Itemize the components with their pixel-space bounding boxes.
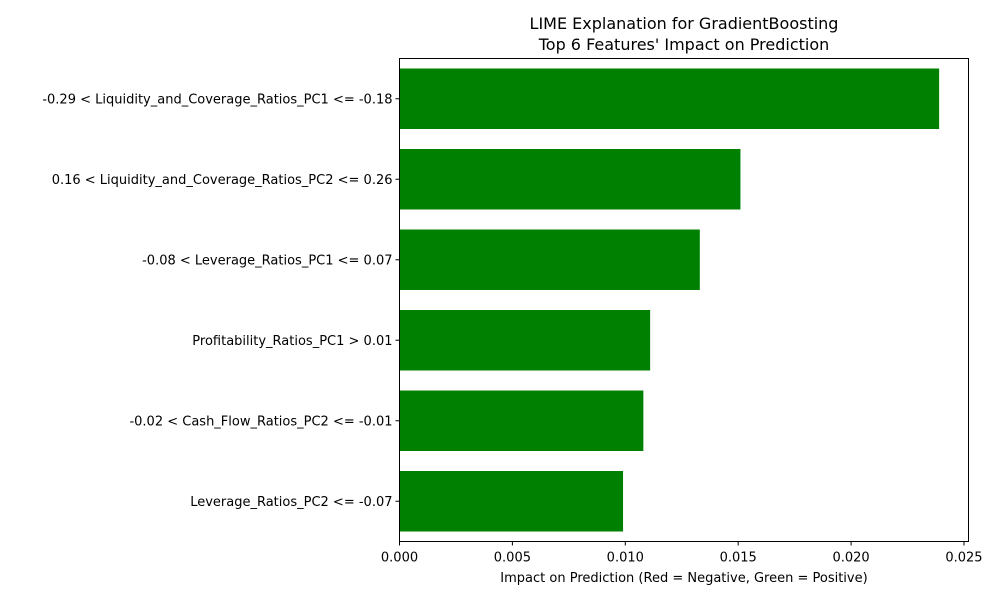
bar (399, 390, 644, 451)
x-tick-label: 0.010 (607, 551, 644, 566)
x-tick-label: 0.015 (720, 551, 757, 566)
x-tick-label: 0.000 (381, 551, 418, 566)
bar (399, 68, 940, 129)
x-tick-label: 0.005 (494, 551, 531, 566)
x-tick-label: 0.025 (945, 551, 982, 566)
y-tick-label: -0.02 < Cash_Flow_Ratios_PC2 <= -0.01 (129, 414, 392, 429)
x-tick-label: 0.020 (832, 551, 869, 566)
plot-frame (399, 58, 969, 542)
x-axis-ticks: 0.000 0.005 0.010 0.015 0.020 0.025 (381, 541, 983, 566)
bars-group (399, 68, 940, 532)
y-tick-label: Leverage_Ratios_PC2 <= -0.07 (190, 495, 392, 510)
chart-title: LIME Explanation for GradientBoosting (530, 14, 839, 33)
bar (399, 471, 624, 532)
y-tick-labels: -0.29 < Liquidity_and_Coverage_Ratios_PC… (42, 92, 400, 510)
bar (399, 149, 741, 210)
y-tick-label: Profitability_Ratios_PC1 > 0.01 (192, 334, 392, 349)
bar (399, 229, 700, 290)
x-axis-label: Impact on Prediction (Red = Negative, Gr… (500, 571, 867, 586)
bar (399, 310, 651, 371)
y-tick-label: -0.08 < Leverage_Ratios_PC1 <= 0.07 (142, 253, 392, 268)
y-tick-label: -0.29 < Liquidity_and_Coverage_Ratios_PC… (42, 92, 392, 107)
y-tick-label: 0.16 < Liquidity_and_Coverage_Ratios_PC2… (52, 173, 393, 188)
chart-subtitle: Top 6 Features' Impact on Prediction (538, 35, 830, 54)
